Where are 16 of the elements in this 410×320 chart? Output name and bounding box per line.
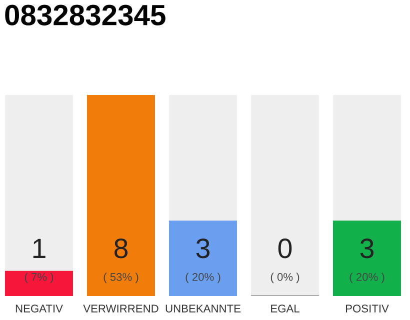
annotation: ( 20% ) <box>186 272 220 284</box>
data-label: 3 <box>360 238 374 258</box>
data-label: 3 <box>196 238 210 258</box>
annotation: ( 0% ) <box>270 272 300 284</box>
data-label: 8 <box>114 238 128 258</box>
chart-title: 0832832345 <box>5 4 166 26</box>
x-tick-label: NEGATIV <box>16 304 63 312</box>
data-label: 0 <box>278 238 292 258</box>
x-tick-label: VERWIRREND <box>83 304 158 312</box>
x-tick-label: EGAL <box>271 304 300 312</box>
annotation: ( 7% ) <box>24 272 54 284</box>
data-label: 1 <box>33 238 46 258</box>
x-tick-label: POSITIV <box>346 304 389 312</box>
x-tick-label: UNBEKANNTE <box>166 304 240 312</box>
annotation: ( 53% ) <box>104 272 138 284</box>
annotation: ( 20% ) <box>350 272 384 284</box>
